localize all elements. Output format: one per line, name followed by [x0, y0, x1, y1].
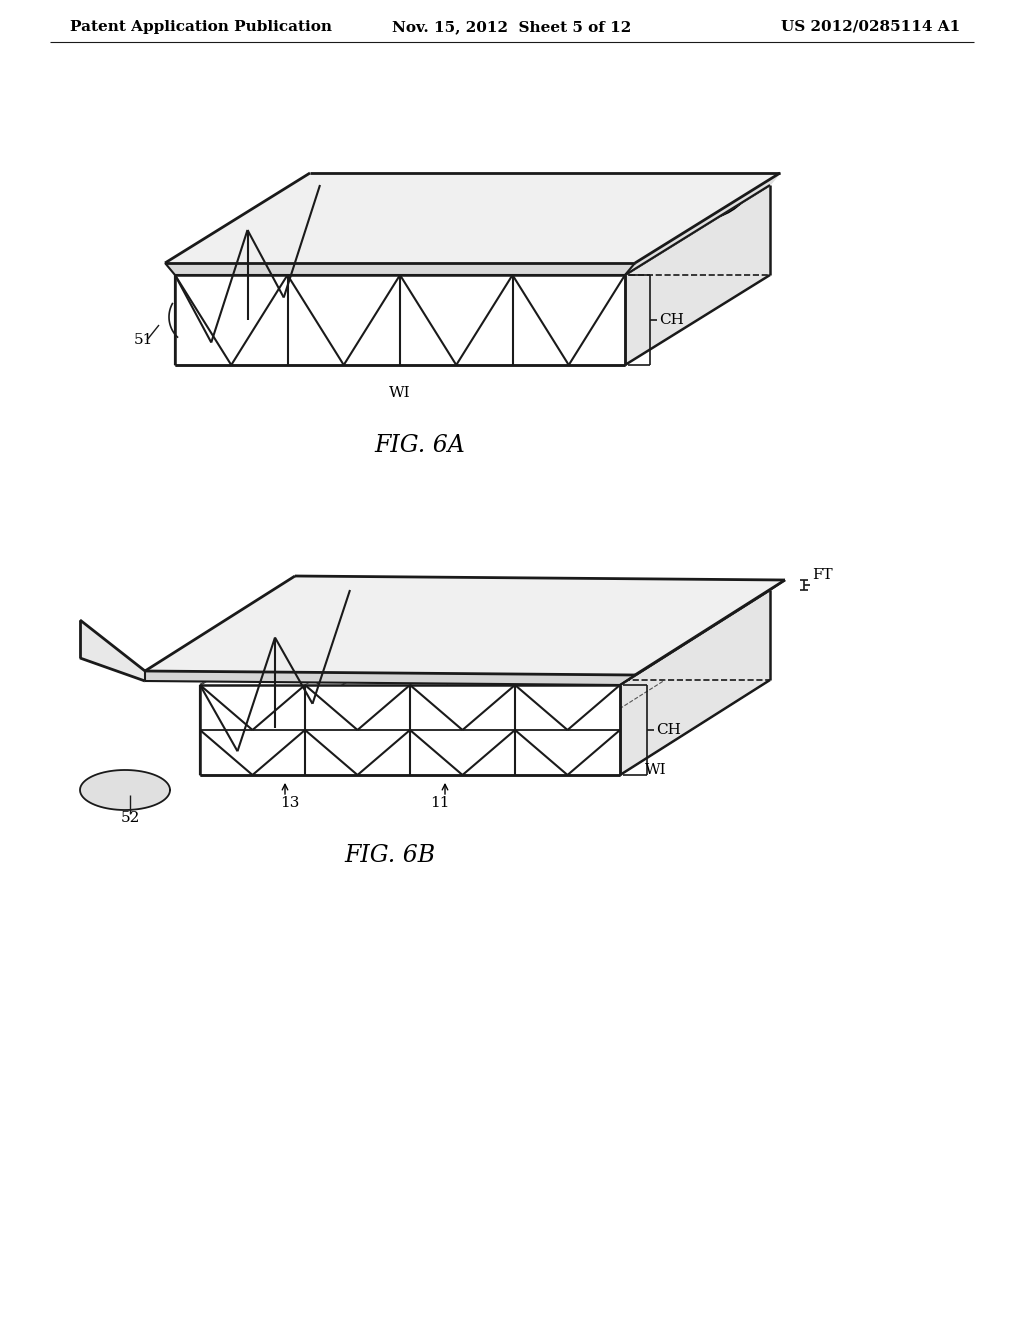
Text: FIG. 6A: FIG. 6A	[375, 433, 465, 457]
Text: WT: WT	[455, 240, 480, 253]
Text: FT: FT	[275, 236, 296, 249]
Text: 51: 51	[133, 333, 153, 347]
Text: WT: WT	[387, 663, 413, 676]
Text: 44: 44	[697, 178, 765, 220]
Text: 13: 13	[480, 664, 500, 678]
Polygon shape	[620, 590, 770, 775]
Text: 13: 13	[281, 796, 300, 810]
Text: CH: CH	[656, 723, 681, 737]
Text: FIG. 6B: FIG. 6B	[344, 843, 435, 866]
Text: US 2012/0285114 A1: US 2012/0285114 A1	[780, 20, 961, 34]
Polygon shape	[175, 185, 319, 366]
Polygon shape	[145, 671, 635, 685]
Polygon shape	[145, 576, 785, 675]
Text: 52: 52	[120, 810, 139, 825]
Polygon shape	[620, 579, 785, 685]
Polygon shape	[625, 185, 770, 366]
Polygon shape	[80, 620, 145, 681]
Text: WI: WI	[645, 763, 667, 777]
Polygon shape	[625, 173, 780, 275]
Text: CH: CH	[659, 313, 684, 327]
Polygon shape	[165, 173, 780, 263]
Polygon shape	[80, 770, 170, 810]
Text: Patent Application Publication: Patent Application Publication	[70, 20, 332, 34]
Polygon shape	[165, 263, 635, 275]
Polygon shape	[175, 275, 625, 366]
Polygon shape	[200, 685, 620, 775]
Text: FT: FT	[812, 568, 833, 582]
Text: 14: 14	[295, 663, 314, 677]
Text: Nov. 15, 2012  Sheet 5 of 12: Nov. 15, 2012 Sheet 5 of 12	[392, 20, 632, 34]
Text: WI: WI	[389, 385, 411, 400]
Text: 11: 11	[520, 630, 540, 643]
Text: 11: 11	[430, 796, 450, 810]
